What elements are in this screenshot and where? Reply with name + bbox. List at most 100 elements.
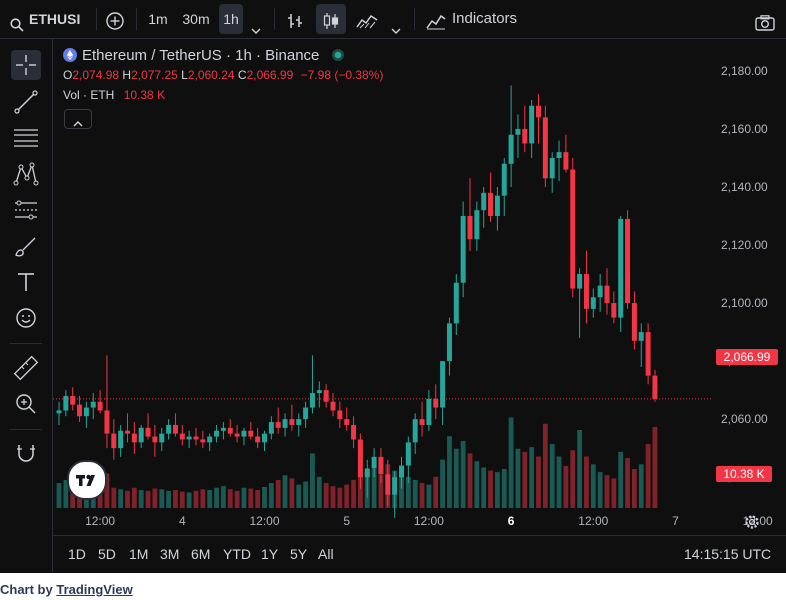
fib-retracement-icon (14, 129, 38, 147)
text-tool[interactable] (11, 267, 41, 297)
range-5y[interactable]: 5Y (290, 546, 308, 562)
legend-interval: 1h (235, 47, 252, 64)
tradingview-link[interactable]: TradingView (56, 582, 133, 597)
brush-tool[interactable] (11, 231, 41, 261)
candle-body (152, 436, 158, 443)
ethereum-icon (63, 48, 77, 66)
candle-body (131, 433, 137, 443)
range-6m[interactable]: 6M (191, 546, 211, 562)
magnet-tool[interactable] (11, 437, 41, 467)
snapshot-button[interactable] (750, 4, 780, 34)
x-tick-label: 12:00 (578, 514, 608, 528)
indicators-icon (426, 10, 446, 40)
collapse-legend-button[interactable] (64, 109, 92, 129)
volume-bar (645, 444, 651, 508)
indicators-label: Indicators (452, 10, 518, 27)
candle-body (138, 427, 144, 443)
candle-body (289, 419, 295, 425)
volume-bar (118, 489, 124, 508)
range-5d[interactable]: 5D (98, 546, 116, 562)
x-tick-label: 7 (672, 514, 679, 528)
candle-body (501, 163, 507, 196)
crosshair-tool[interactable] (11, 50, 41, 80)
interval-dropdown[interactable] (246, 4, 266, 34)
high-value: 2,077.25 (131, 68, 178, 82)
candle-body (220, 427, 226, 431)
volume-bar (248, 488, 254, 508)
clock[interactable]: 14:15:15 UTC (684, 546, 772, 562)
price-chart[interactable]: 2,040.002,060.002,080.002,100.002,120.00… (53, 39, 786, 534)
range-1m[interactable]: 1M (129, 546, 149, 562)
symbol-search[interactable]: ETHUSI (6, 4, 90, 34)
legend-pair[interactable]: Ethereum / TetherUS (82, 47, 222, 64)
market-status-icon[interactable] (331, 48, 344, 65)
candle-body (419, 419, 425, 425)
bars-style-button[interactable] (280, 4, 310, 34)
close-label: C (237, 68, 247, 82)
y-tick-label: 2,100.00 (721, 296, 768, 310)
chart-style-dropdown[interactable] (386, 4, 406, 34)
interval-1m[interactable]: 1m (148, 11, 168, 27)
trend-line-tool[interactable] (11, 87, 41, 117)
fib-tool[interactable] (11, 123, 41, 153)
candle-body (556, 152, 562, 158)
candle-body (460, 216, 466, 283)
volume-bar (570, 450, 576, 508)
volume-bar (111, 487, 117, 508)
low-value: 2,060.24 (187, 68, 235, 82)
area-style-button[interactable] (352, 4, 382, 34)
volume-bar (508, 417, 514, 508)
candle-body (344, 419, 350, 425)
volume-bar (214, 487, 219, 508)
volume-bar (344, 484, 350, 508)
range-1y[interactable]: 1Y (261, 546, 279, 562)
candle-body (577, 274, 583, 289)
candle-body (536, 105, 541, 118)
chart-widget: ETHUSI 1m 30m 1h (0, 0, 786, 573)
tradingview-logo[interactable] (67, 460, 107, 500)
zoom-tool[interactable] (11, 389, 41, 419)
volume-bar (138, 490, 144, 508)
range-all[interactable]: All (318, 546, 334, 562)
bars-icon (286, 10, 304, 40)
pattern-tool[interactable] (11, 159, 41, 189)
candle-body (474, 210, 480, 240)
volume-bar (618, 451, 624, 508)
candle-body (529, 105, 535, 144)
range-1d[interactable]: 1D (68, 546, 86, 562)
emoji-tool[interactable] (11, 303, 41, 333)
candle-body (570, 169, 576, 289)
chart-settings-button[interactable] (743, 513, 761, 531)
compare-symbol-button[interactable] (102, 4, 130, 34)
volume-bar (440, 459, 445, 508)
trend-line-icon (14, 90, 38, 114)
candle-body (145, 427, 151, 437)
y-tick-label: 2,060.00 (721, 412, 768, 426)
interval-30m[interactable]: 30m (182, 11, 210, 27)
candle-body (241, 430, 247, 437)
candle-body (70, 395, 76, 405)
low-label: L (181, 68, 188, 82)
candle-body (193, 436, 199, 440)
forecast-tool[interactable] (11, 195, 41, 225)
candles-style-button[interactable] (316, 4, 346, 34)
volume-bar (481, 467, 487, 508)
volume-bar (179, 491, 185, 508)
candle-body (433, 398, 439, 408)
y-tick-label: 2,120.00 (721, 238, 768, 252)
volume-bar (590, 464, 596, 508)
indicators-button[interactable]: Indicators (422, 4, 526, 34)
volume-bar (405, 476, 411, 508)
chart-pane[interactable]: 2,040.002,060.002,080.002,100.002,120.00… (53, 39, 786, 534)
x-tick-label: 12:00 (249, 514, 279, 528)
y-tick-label: 2,140.00 (721, 180, 768, 194)
interval-1h[interactable]: 1h (219, 4, 243, 34)
high-label: H (122, 68, 132, 82)
candle-body (392, 477, 398, 495)
measure-tool[interactable] (11, 353, 41, 383)
range-3m[interactable]: 3M (160, 546, 180, 562)
volume-bar (460, 440, 466, 508)
range-ytd[interactable]: YTD (223, 546, 251, 562)
volume-bar (604, 475, 610, 508)
brush-icon (15, 237, 36, 257)
